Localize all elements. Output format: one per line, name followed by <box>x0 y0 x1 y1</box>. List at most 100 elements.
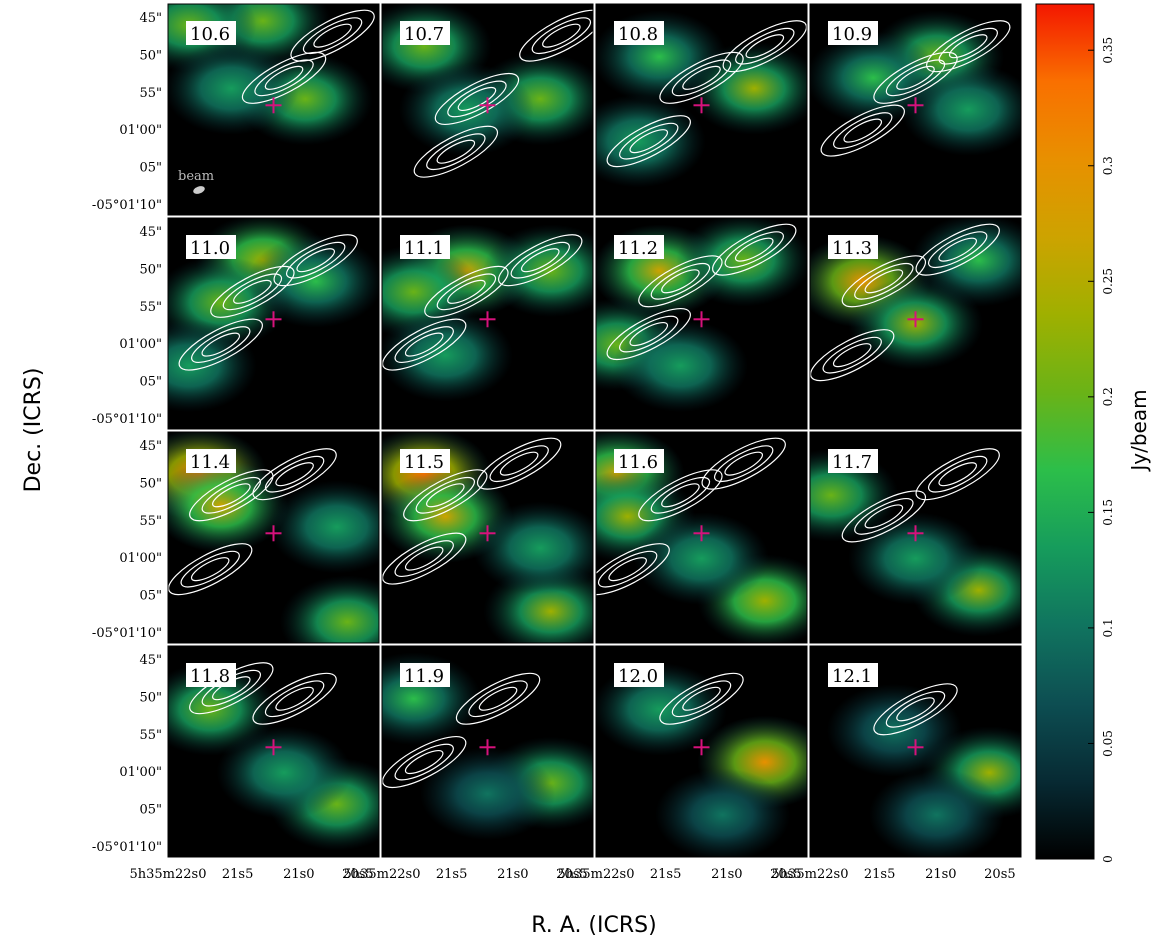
panel-frame <box>809 3 1022 216</box>
y-tick-label: 45" <box>139 439 162 454</box>
contour-line <box>447 80 507 118</box>
velocity-label-box <box>400 663 450 687</box>
channel-panel: 11.0 <box>167 217 380 430</box>
contour-line <box>189 469 274 522</box>
contour-line <box>671 680 732 718</box>
velocity-label-box <box>186 21 236 45</box>
contour-line <box>896 65 935 90</box>
contour-line <box>404 750 444 775</box>
contour-line <box>896 697 935 722</box>
emission-peak <box>676 218 807 307</box>
velocity-label: 11.1 <box>404 238 444 259</box>
y-tick-label: 50" <box>139 690 162 705</box>
y-tick-label: 45" <box>139 653 162 668</box>
emission-peak <box>248 234 379 328</box>
contour-line <box>489 445 549 483</box>
contour-line <box>841 490 927 543</box>
contour-line <box>436 139 476 164</box>
contour-line <box>661 269 700 294</box>
contour-line <box>382 532 467 585</box>
contour-line <box>638 469 723 522</box>
y-tick-label: 55" <box>139 86 162 101</box>
channel-panel: 11.7 <box>809 431 1022 644</box>
colorbar-ticks: 0 0.05 0.1 0.15 0.2 0.25 0.3 0.35 <box>1088 37 1115 863</box>
channel-panel: 11.1 <box>381 217 594 430</box>
contour-line <box>447 279 486 304</box>
velocity-label-box <box>828 449 878 473</box>
contour-line <box>404 546 444 571</box>
contour-line <box>864 269 904 294</box>
panel-frame <box>595 645 808 858</box>
x-tick-label: 21s0 <box>497 867 528 882</box>
velocity-label-box <box>614 235 664 259</box>
contour-line <box>659 672 744 725</box>
contour-line <box>822 336 882 374</box>
contour-line <box>938 237 978 262</box>
channel-panel: 12.1 <box>809 645 1022 858</box>
contour-line <box>682 65 721 90</box>
contour-line <box>275 462 314 487</box>
channel-panel: 11.2 <box>595 217 808 430</box>
colorbar: 0 0.05 0.1 0.15 0.2 0.25 0.3 0.35 Jy/beam <box>1035 3 1151 863</box>
velocity-label-box <box>828 663 878 687</box>
y-tick-label: 05" <box>139 803 162 818</box>
y-axis-title: Dec. (ICRS) <box>21 368 46 493</box>
panel-frame <box>167 3 380 216</box>
contour-line <box>714 445 774 483</box>
panel-frame <box>167 217 380 430</box>
contour-line <box>885 690 946 728</box>
emission-peak <box>596 94 706 188</box>
emission-peak <box>847 512 984 606</box>
panel-frame <box>381 3 594 216</box>
x-tick-label: 5h35m22s0 <box>344 867 421 882</box>
emission-peak <box>900 63 1021 156</box>
contour-line <box>948 34 988 59</box>
velocity-label-box <box>186 235 236 259</box>
channel-panel: 10.6 beam <box>167 3 380 216</box>
contour-line <box>426 133 486 171</box>
colorbar-tick-label: 0 <box>1101 855 1115 863</box>
x-tick-label: 20s5 <box>984 867 1015 882</box>
velocity-label: 10.8 <box>618 24 658 45</box>
y-tick-label: 55" <box>139 728 162 743</box>
channel-panel: 11.4 <box>167 431 380 644</box>
contour-line <box>313 23 352 48</box>
y-tick-label: 55" <box>139 514 162 529</box>
contour-line <box>638 255 723 308</box>
contour-line <box>382 736 467 789</box>
panel-frame <box>595 431 808 644</box>
emission-peak <box>655 768 791 857</box>
x-tick-label: 5h35m22s0 <box>558 867 635 882</box>
contour-line <box>873 51 958 104</box>
channel-panel: 12.0 <box>595 645 808 858</box>
panel-frame <box>809 645 1022 858</box>
panel-frame <box>167 645 380 858</box>
velocity-label: 12.0 <box>618 666 658 687</box>
y-tick-label: -05°01'10" <box>92 412 162 427</box>
beam-label: beam <box>178 169 214 184</box>
colorbar-tick-label: 0.2 <box>1101 387 1115 406</box>
colorbar-tick-label: 0.3 <box>1101 156 1115 175</box>
contour-line <box>190 557 230 582</box>
contour-line <box>531 17 592 55</box>
velocity-label-box <box>614 21 664 45</box>
contour-line <box>404 332 444 357</box>
contour-line <box>519 9 593 62</box>
panel-frame <box>595 217 808 430</box>
y-tick-label: 50" <box>139 48 162 63</box>
emission-peak <box>269 480 379 574</box>
y-tick-label: 45" <box>139 11 162 26</box>
contour-line <box>832 343 872 368</box>
panel-frame <box>167 431 380 644</box>
contour-line <box>712 223 797 276</box>
contour-line <box>682 686 721 711</box>
contour-line <box>606 308 691 361</box>
x-tick-label: 21s5 <box>222 867 253 882</box>
contour-line <box>597 550 658 588</box>
channel-panel: 11.6 <box>595 431 808 644</box>
y-tick-label: 50" <box>139 476 162 491</box>
contour-line <box>735 27 795 65</box>
panel-frame <box>381 217 594 430</box>
contour-line <box>619 122 679 160</box>
channel-panel: 10.7 <box>381 3 594 216</box>
